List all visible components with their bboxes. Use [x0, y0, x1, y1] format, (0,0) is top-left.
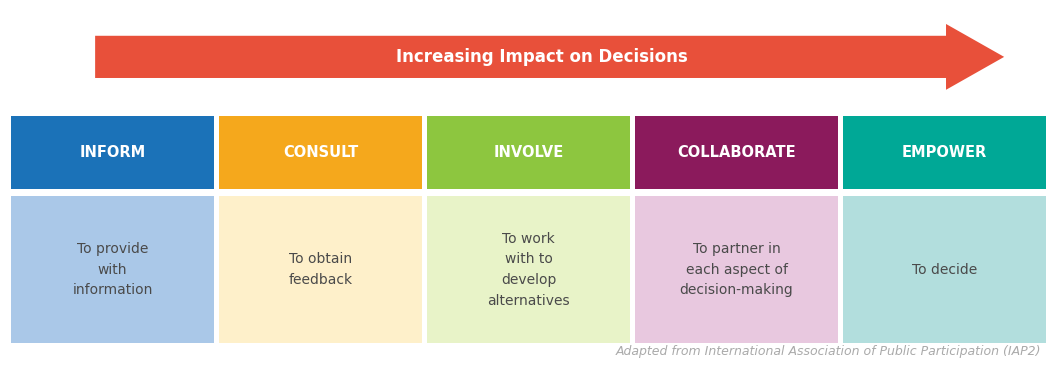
Text: COLLABORATE: COLLABORATE	[678, 145, 796, 160]
Text: EMPOWER: EMPOWER	[902, 145, 987, 160]
Text: To work
with to
develop
alternatives: To work with to develop alternatives	[487, 232, 570, 308]
Bar	[219, 196, 423, 343]
Text: INFORM: INFORM	[79, 145, 146, 160]
Bar	[842, 116, 1046, 189]
Text: CONSULT: CONSULT	[283, 145, 358, 160]
Bar	[11, 196, 215, 343]
Text: Adapted from International Association of Public Participation (IAP2): Adapted from International Association o…	[615, 345, 1041, 358]
Text: INVOLVE: INVOLVE	[494, 145, 563, 160]
Text: To provide
with
information: To provide with information	[72, 242, 152, 297]
Bar	[427, 196, 630, 343]
Text: To partner in
each aspect of
decision-making: To partner in each aspect of decision-ma…	[680, 242, 794, 297]
Bar	[11, 116, 215, 189]
Polygon shape	[95, 24, 1004, 90]
Bar	[634, 196, 838, 343]
Bar	[219, 116, 423, 189]
Bar	[634, 116, 838, 189]
Text: To obtain
feedback: To obtain feedback	[289, 252, 353, 287]
Text: Increasing Impact on Decisions: Increasing Impact on Decisions	[395, 48, 688, 66]
Text: To decide: To decide	[912, 263, 977, 277]
Bar	[842, 196, 1046, 343]
Bar	[427, 116, 630, 189]
